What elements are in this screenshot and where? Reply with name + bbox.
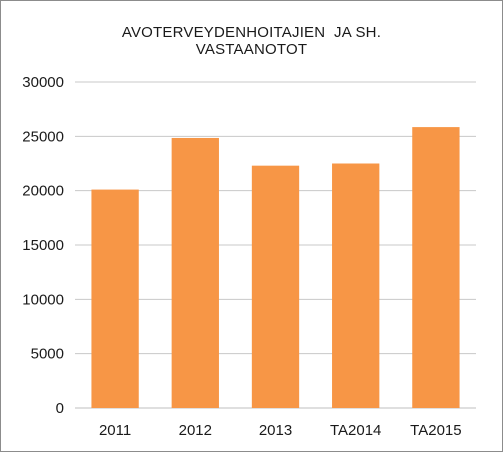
- x-tick-label: 2011: [99, 422, 131, 439]
- x-tick-label: 2013: [259, 422, 292, 439]
- bar-2013: [251, 165, 300, 408]
- y-tick-label: 20000: [22, 183, 64, 200]
- x-tick-label: TA2015: [410, 422, 461, 439]
- y-tick-label: 5000: [31, 346, 64, 363]
- bars: [91, 127, 460, 409]
- y-tick-label: 0: [56, 400, 64, 417]
- y-axis-tick-labels: 0 5000 10000 15000 20000 25000 30000: [22, 74, 64, 417]
- x-axis-tick-labels: 2011 2012 2013 TA2014 TA2015: [99, 422, 462, 439]
- bar-ta2014: [332, 163, 380, 408]
- x-tick-label: 2012: [179, 422, 212, 439]
- y-tick-label: 15000: [22, 237, 64, 254]
- bar-2012: [171, 137, 219, 409]
- x-tick-label: TA2014: [330, 422, 381, 439]
- y-tick-label: 25000: [22, 128, 64, 145]
- y-tick-label: 10000: [22, 291, 64, 308]
- chart-title-line-1: AVOTERVEYDENHOITAJIEN JA SH.: [121, 24, 382, 41]
- chart-title-line-2: VASTAANOTOT: [195, 41, 308, 58]
- y-tick-label: 30000: [22, 74, 64, 91]
- bar-ta2015: [412, 127, 460, 408]
- chart-title: AVOTERVEYDENHOITAJIEN JA SH. VASTAANOTOT: [0, 24, 503, 58]
- bar-2011: [91, 189, 139, 408]
